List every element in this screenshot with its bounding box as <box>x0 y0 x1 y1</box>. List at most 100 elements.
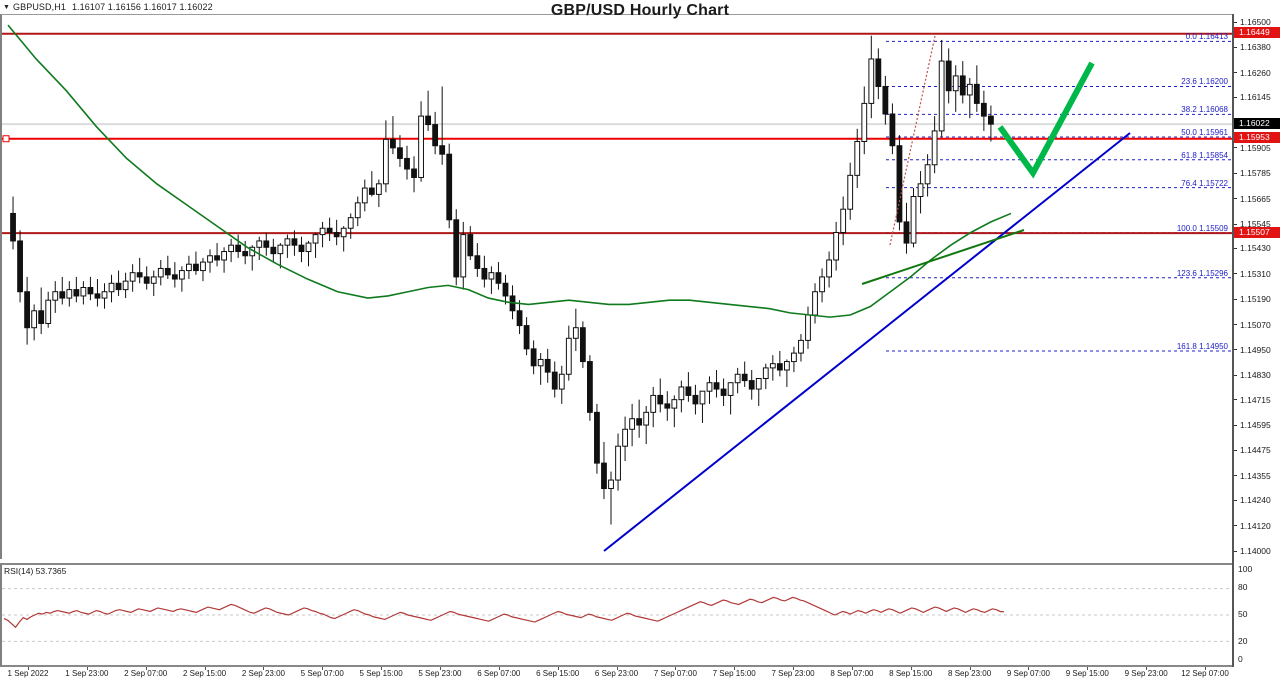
candle-body <box>657 394 664 405</box>
candle-body <box>193 263 199 272</box>
candle-body <box>80 287 87 297</box>
candle-body <box>875 58 882 87</box>
candle-body <box>108 282 115 293</box>
time-tick <box>498 667 500 670</box>
price-tick: 1.15785 <box>1234 168 1280 178</box>
price-tick: 1.15905 <box>1234 143 1280 153</box>
candle-body <box>101 291 108 299</box>
candle-body <box>812 291 818 316</box>
candle-body <box>966 83 973 96</box>
time-tick <box>616 667 618 670</box>
price-tag-red: 1.15953 <box>1234 132 1280 144</box>
time-tick <box>557 667 559 670</box>
rsi-legend: RSI(14) 53.7365 <box>4 566 67 576</box>
candle-body <box>94 293 101 299</box>
candle-body <box>952 75 959 92</box>
candle-body <box>734 373 741 384</box>
candle-body <box>706 382 713 392</box>
price-tick: 1.14120 <box>1234 521 1280 531</box>
candle-body <box>783 361 790 371</box>
candle-body <box>432 124 439 147</box>
price-tick: 1.16145 <box>1234 92 1280 102</box>
time-tick-label: 9 Sep 07:00 <box>1006 669 1051 678</box>
time-tick <box>1146 667 1148 670</box>
price-tag-black: 1.16022 <box>1234 117 1280 129</box>
candle-body <box>474 255 481 269</box>
rsi-plot <box>2 588 1234 642</box>
candle-body <box>572 327 579 339</box>
candle-body <box>390 138 396 149</box>
rsi-tick: 80 <box>1238 582 1248 592</box>
pivot-line-handle[interactable] <box>2 135 10 143</box>
candle-body <box>488 272 495 280</box>
price-tick: 1.14950 <box>1234 345 1280 355</box>
candle-body <box>439 145 446 155</box>
candle-body <box>115 282 122 291</box>
time-tick-label: 2 Sep 07:00 <box>124 669 168 678</box>
candle-body <box>931 130 938 166</box>
symbol-label: GBPUSD,H1 <box>13 2 66 12</box>
candle-body <box>847 174 854 210</box>
collapse-caret-icon[interactable]: ▼ <box>3 3 11 11</box>
symbol-bar: ▼ GBPUSD,H1 1.16107 1.16156 1.16017 1.16… <box>0 0 1280 14</box>
time-tick-label: 12 Sep 07:00 <box>1181 669 1229 678</box>
candle-body <box>769 363 776 369</box>
candle-body <box>368 187 375 195</box>
price-plot <box>2 24 1234 552</box>
candle-body <box>798 339 804 354</box>
candle-body <box>537 358 544 367</box>
candle-body <box>833 231 840 261</box>
candle-body <box>587 361 593 413</box>
candle-body <box>748 380 755 390</box>
price-tick: 1.16260 <box>1234 68 1280 78</box>
candle-body <box>650 394 657 413</box>
rsi-pane[interactable] <box>0 563 1234 667</box>
candle-body <box>516 310 523 327</box>
time-tick <box>28 667 29 670</box>
time-tick-label: 7 Sep 07:00 <box>653 669 697 678</box>
time-tick <box>675 667 677 670</box>
time-axis: 1 Sep 2022 1 Sep 23:00 2 Sep 07:00 2 Sep 15… <box>0 667 1280 686</box>
candle-body <box>136 272 143 278</box>
forecast-zigzag <box>997 61 1095 179</box>
candle-body <box>242 251 249 257</box>
time-tick-label: 2 Sep 15:00 <box>182 669 227 678</box>
candle-body <box>284 238 291 246</box>
candle-body <box>446 153 453 221</box>
candle-body <box>277 244 284 255</box>
fib-level-label: 50.0 1.15961 <box>1181 128 1228 138</box>
time-tick-label: 1 Sep 2022 <box>7 669 49 678</box>
candle-body <box>347 217 354 229</box>
candle-body <box>530 348 537 367</box>
candle-body <box>418 115 424 178</box>
candle-body <box>481 267 488 280</box>
ascending-support-trendline <box>603 132 1131 552</box>
candle-body <box>186 263 192 272</box>
time-tick-label: 5 Sep 23:00 <box>418 669 462 678</box>
candle-body <box>207 255 213 263</box>
candle-body <box>671 399 678 409</box>
candle-body <box>164 267 171 276</box>
time-tick-label: 6 Sep 23:00 <box>594 669 639 678</box>
price-tick: 1.14830 <box>1234 370 1280 380</box>
candle-body <box>214 255 220 261</box>
candle-body <box>664 403 671 409</box>
price-axis[interactable]: 1.16500 1.16380 1.16260 1.16145 1.16022 1.159… <box>1232 14 1280 667</box>
rsi-tick: 0 <box>1238 654 1243 664</box>
price-tick: 1.15665 <box>1234 194 1280 204</box>
time-tick-label: 9 Sep 15:00 <box>1065 669 1109 678</box>
candle-body <box>699 390 706 405</box>
candle-body <box>340 227 347 238</box>
candle-body <box>495 272 502 284</box>
candle-body <box>460 234 467 278</box>
time-tick <box>263 667 265 670</box>
candle-body <box>713 382 720 390</box>
candle-body <box>805 314 811 341</box>
price-pane[interactable] <box>0 14 1234 559</box>
candle-body <box>150 276 157 284</box>
rsi-tick: 50 <box>1238 609 1248 619</box>
fib-level-label: 161.8 1.14950 <box>1176 341 1228 351</box>
candle-body <box>38 310 45 324</box>
fib-level-label: 38.2 1.16068 <box>1181 105 1228 115</box>
candle-body <box>200 261 206 272</box>
